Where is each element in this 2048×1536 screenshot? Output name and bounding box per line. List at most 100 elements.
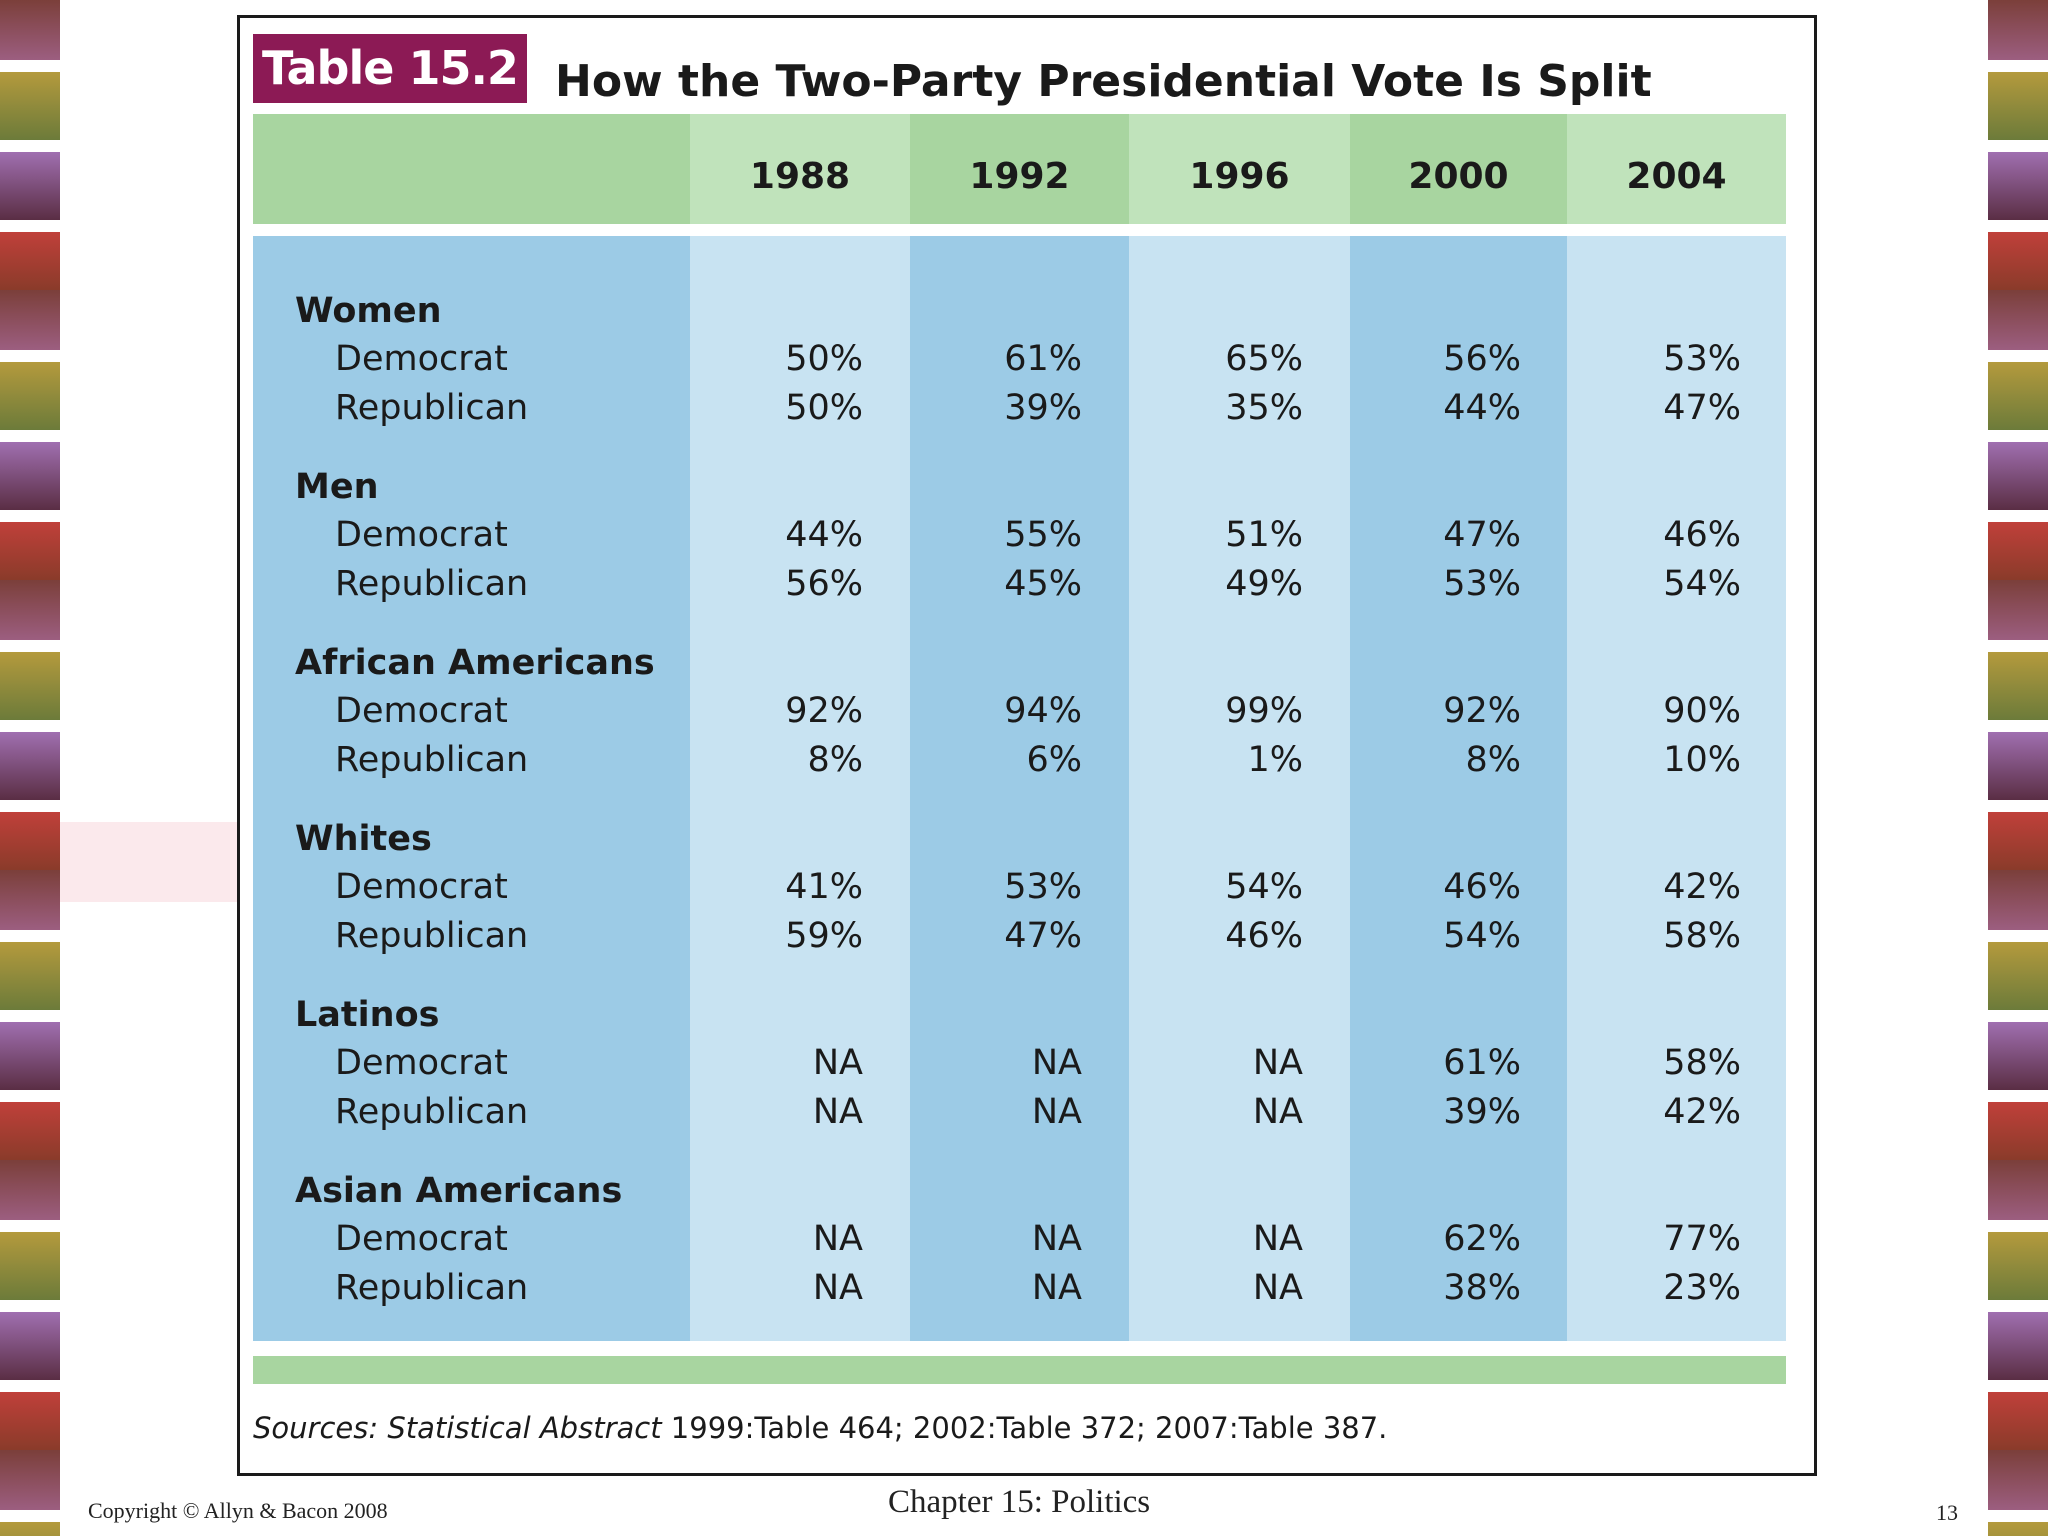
table-cell: 53% [1004,867,1082,907]
table-cell: 92% [1443,691,1521,731]
table-cell: 42% [1663,867,1741,907]
table-cell: 47% [1663,388,1741,428]
table-cell: NA [1031,1092,1082,1132]
table-cell: 23% [1663,1268,1741,1308]
table-cell: 54% [1443,916,1521,956]
table-cell: NA [1252,1043,1303,1083]
header-column-1988 [690,114,910,224]
copyright-text: Copyright © Allyn & Bacon 2008 [88,1498,388,1523]
table-cell: 38% [1443,1268,1521,1308]
table-body: Women Democrat 50% 61% 65% 56% 53% Republican 50… [253,236,1786,1341]
table-cell: NA [812,1043,863,1083]
header-column-2004 [1567,114,1786,224]
table-cell: 59% [785,916,863,956]
table-cell: 46% [1663,515,1741,555]
table-cell: 39% [1443,1092,1521,1132]
chapter-title: Chapter 15: Politics [888,1484,1151,1520]
decorative-right-strip [1988,0,2048,1536]
table-cell: 56% [785,564,863,604]
table-header: 1988 1992 1996 2000 2004 [253,114,1786,224]
group-label: Latinos [295,995,440,1035]
table-cell: NA [1031,1268,1082,1308]
sources-prefix: Sources: Statistical Abstract [253,1411,662,1445]
table-cell: 55% [1004,515,1082,555]
table-number-badge: Table 15.2 [253,34,527,103]
table-cell: 1% [1247,740,1303,780]
header-column-1996 [1129,114,1350,224]
table-cell: 54% [1663,564,1741,604]
table-cell: NA [812,1268,863,1308]
table-cell: 53% [1663,339,1741,379]
table-cell: 56% [1443,339,1521,379]
table-cell: 35% [1225,388,1303,428]
body-column-1992 [910,236,1129,1341]
body-column-2004 [1567,236,1786,1341]
header-column-1992 [910,114,1129,224]
table-cell: 61% [1004,339,1082,379]
header-column-2000 [1350,114,1567,224]
table-frame: Table 15.2 How the Two-Party Presidentia… [237,15,1817,1476]
table-cell: 90% [1663,691,1741,731]
table-cell: 6% [1026,740,1082,780]
table-cell: 41% [785,867,863,907]
table-sources: Sources: Statistical Abstract 1999:Table… [253,1411,1387,1445]
table-cell: NA [1031,1043,1082,1083]
group-label: Women [295,291,442,331]
row-label: Democrat [335,1043,508,1083]
table-cell: 46% [1443,867,1521,907]
table-footer-band [253,1356,1786,1384]
table-cell: 45% [1004,564,1082,604]
decorative-left-strip [0,0,60,1536]
body-column-1996 [1129,236,1350,1341]
year-header: 2000 [1408,156,1509,197]
table-cell: 47% [1004,916,1082,956]
table-cell: NA [1252,1268,1303,1308]
table-cell: 94% [1004,691,1082,731]
table-cell: 65% [1225,339,1303,379]
table-cell: 62% [1443,1219,1521,1259]
table-cell: 8% [807,740,863,780]
row-label: Democrat [335,691,508,731]
table-cell: NA [812,1219,863,1259]
group-label: Men [295,467,379,507]
row-label: Republican [335,1092,529,1132]
table-cell: 44% [1443,388,1521,428]
table-cell: 51% [1225,515,1303,555]
row-label: Republican [335,916,529,956]
table-cell: NA [812,1092,863,1132]
row-label: Republican [335,1268,529,1308]
year-header: 2004 [1626,156,1727,197]
sources-rest: 1999:Table 464; 2002:Table 372; 2007:Tab… [661,1411,1388,1445]
row-label: Republican [335,388,529,428]
table-cell: 47% [1443,515,1521,555]
table-cell: 39% [1004,388,1082,428]
table-cell: 44% [785,515,863,555]
year-header: 1992 [969,156,1070,197]
row-label: Republican [335,564,529,604]
table-cell: 8% [1465,740,1521,780]
table-cell: 58% [1663,916,1741,956]
group-label: African Americans [295,643,655,683]
table-cell: 53% [1443,564,1521,604]
table-cell: 50% [785,388,863,428]
table-cell: 10% [1663,740,1741,780]
table-title: How the Two-Party Presidential Vote Is S… [555,56,1652,107]
row-label: Democrat [335,515,508,555]
table-cell: 77% [1663,1219,1741,1259]
group-label: Whites [295,819,432,859]
table-cell: 50% [785,339,863,379]
table-cell: 46% [1225,916,1303,956]
table-cell: 99% [1225,691,1303,731]
year-header: 1996 [1189,156,1290,197]
body-column-2000 [1350,236,1567,1341]
row-label: Democrat [335,1219,508,1259]
table-cell: 49% [1225,564,1303,604]
table-cell: 58% [1663,1043,1741,1083]
row-label: Democrat [335,867,508,907]
row-label: Republican [335,740,529,780]
table-cell: NA [1252,1092,1303,1132]
table-cell: NA [1031,1219,1082,1259]
page-number: 13 [1936,1500,1958,1525]
table-cell: 92% [785,691,863,731]
body-column-1988 [690,236,910,1341]
